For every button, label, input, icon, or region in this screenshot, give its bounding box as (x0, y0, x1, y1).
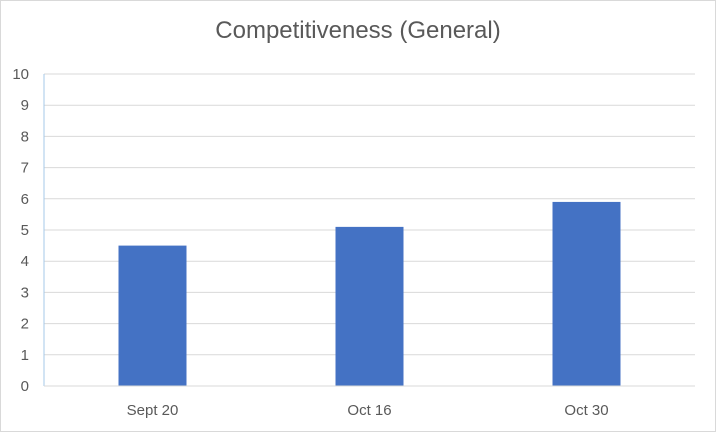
x-tick-label: Oct 30 (564, 402, 608, 419)
y-tick-label: 8 (21, 128, 29, 145)
y-tick-label: 2 (21, 316, 29, 333)
bar (552, 201, 621, 386)
x-tick-label: Sept 20 (127, 402, 179, 419)
y-tick-label: 4 (21, 253, 29, 270)
y-tick-label: 9 (21, 97, 29, 114)
y-tick-label: 3 (21, 284, 29, 301)
bar (335, 226, 404, 386)
y-tick-label: 5 (21, 222, 29, 239)
x-tick-label: Oct 16 (347, 402, 391, 419)
y-tick-label: 6 (21, 191, 29, 208)
y-tick-label: 10 (12, 66, 29, 83)
y-tick-label: 1 (21, 347, 29, 364)
bar (118, 245, 187, 386)
chart-title: Competitiveness (General) (215, 17, 501, 44)
y-tick-label: 0 (21, 378, 29, 395)
y-tick-label: 7 (21, 160, 29, 177)
